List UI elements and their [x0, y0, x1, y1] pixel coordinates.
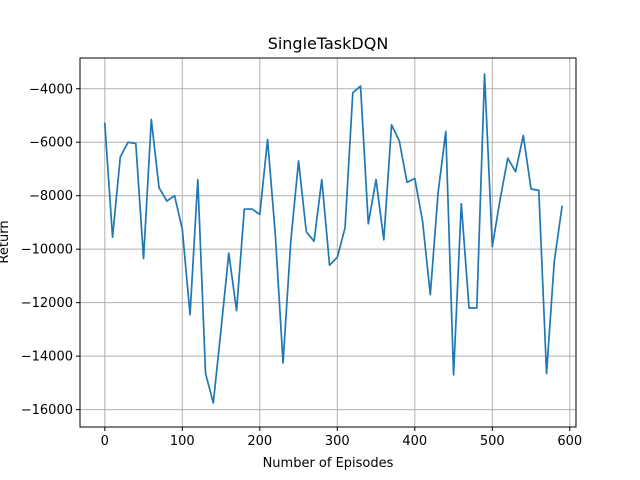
x-tick-label: 200 — [247, 434, 272, 449]
data-point — [305, 231, 307, 233]
y-tick-label: −14000 — [21, 350, 73, 365]
y-tick-label: −4000 — [29, 82, 73, 97]
data-point — [220, 328, 222, 330]
data-point — [561, 205, 563, 207]
data-point — [483, 73, 486, 75]
data-point — [321, 179, 323, 181]
data-point — [553, 260, 555, 262]
data-point — [522, 134, 524, 137]
x-axis-ticks: 0 100 200 300 400 500 600 — [101, 427, 582, 449]
data-point — [336, 256, 338, 258]
data-point — [545, 372, 548, 375]
y-tick-label: −12000 — [21, 296, 73, 311]
data-point — [452, 374, 455, 376]
x-tick-label: 300 — [325, 434, 350, 449]
chart-title: SingleTaskDQN — [268, 34, 389, 53]
data-point — [359, 85, 362, 87]
data-point — [204, 372, 207, 375]
data-point — [367, 223, 369, 225]
data-point — [414, 177, 416, 179]
data-point — [375, 179, 377, 181]
data-point — [212, 402, 214, 404]
data-point — [429, 294, 431, 296]
data-point — [328, 264, 331, 266]
data-point — [127, 141, 129, 143]
x-tick-label: 600 — [557, 434, 582, 449]
data-point — [142, 257, 145, 260]
data-point — [445, 130, 447, 133]
data-point — [189, 314, 191, 316]
data-point — [468, 307, 470, 309]
data-point — [290, 240, 292, 242]
data-point — [313, 240, 315, 242]
y-tick-label: −16000 — [21, 403, 73, 418]
data-point — [181, 228, 183, 230]
data-point — [390, 124, 393, 126]
data-point — [111, 236, 114, 238]
data-point — [352, 92, 354, 94]
x-tick-label: 500 — [480, 434, 505, 449]
data-point — [507, 157, 509, 159]
data-point — [538, 189, 540, 191]
data-point — [158, 187, 160, 189]
data-point — [499, 199, 501, 201]
data-point — [150, 118, 152, 121]
y-axis-ticks: −16000 −14000 −12000 −10000 −8000 −6000 −4000 — [21, 82, 80, 418]
data-point — [282, 362, 284, 364]
data-point — [104, 122, 106, 125]
x-tick-label: 100 — [170, 434, 195, 449]
data-point — [398, 140, 400, 142]
data-point — [476, 307, 478, 309]
y-tick-label: −8000 — [29, 189, 73, 204]
data-point — [514, 171, 517, 173]
data-point — [228, 252, 230, 254]
data-point — [173, 195, 176, 197]
data-point — [460, 203, 462, 205]
series-layer — [103, 73, 564, 404]
data-point — [135, 142, 137, 145]
x-tick-label: 0 — [101, 434, 109, 449]
data-point — [297, 160, 300, 162]
plot-frame — [79, 57, 577, 428]
data-point — [274, 233, 276, 236]
data-point — [491, 245, 493, 248]
data-point — [235, 310, 238, 312]
y-tick-label: −6000 — [29, 136, 73, 151]
data-point — [530, 188, 532, 190]
y-tick-label: −10000 — [21, 243, 73, 258]
x-axis-label: Number of Episodes — [263, 456, 394, 471]
data-point — [383, 239, 385, 241]
data-point — [166, 200, 168, 202]
data-point — [119, 156, 121, 158]
x-tick-label: 400 — [402, 434, 427, 449]
data-point — [421, 220, 424, 222]
data-point — [259, 213, 261, 216]
data-point — [406, 181, 408, 183]
y-axis-label: Return — [0, 220, 12, 263]
data-point — [266, 138, 269, 141]
data-point — [251, 208, 253, 210]
data-point — [197, 179, 199, 181]
data-point — [243, 208, 245, 210]
series-line — [103, 73, 564, 404]
data-point — [344, 227, 346, 229]
data-point — [437, 192, 439, 194]
